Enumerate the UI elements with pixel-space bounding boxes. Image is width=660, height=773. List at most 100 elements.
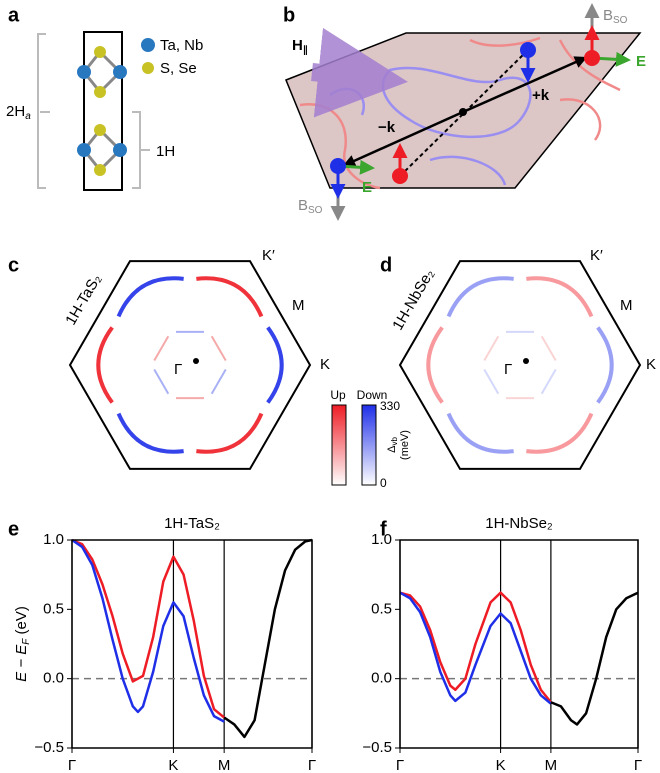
y-axis-label: E − EF (eV): [13, 606, 32, 682]
y-tick-label: 1.0: [43, 531, 64, 548]
fermi-contour: [96, 326, 114, 404]
b-label: BSO: [603, 7, 628, 26]
x-tick-label: Γ: [68, 757, 76, 773]
fermi-contour: [116, 276, 184, 318]
fermi-contour: [540, 368, 557, 395]
e-label: E: [362, 179, 372, 196]
band-line: [71, 538, 225, 719]
stack-label: 2Ha: [6, 103, 31, 122]
fermi-contour: [196, 412, 264, 454]
stack-label-main: 2H: [6, 103, 25, 120]
y-label-sub: F: [21, 638, 32, 645]
point-label: K′: [590, 247, 603, 264]
colorbar-label: Up: [330, 388, 346, 402]
b-label-sub: SO: [613, 15, 628, 26]
fermi-contour: [153, 368, 170, 395]
fermi-contour: [153, 335, 170, 362]
fermi-contour: [196, 276, 264, 318]
fermi-contour: [526, 276, 594, 318]
hex-title: 1H-TaS₂: [62, 271, 105, 328]
y-tick-label: 0.5: [43, 600, 64, 617]
fermi-contour: [446, 276, 514, 318]
y-label-unit: (eV): [13, 606, 30, 639]
y-tick-label: −0.5: [34, 739, 64, 756]
fermi-contour: [483, 368, 500, 395]
point-label: K′: [262, 247, 275, 264]
chart-title: 1H-TaS₂: [164, 515, 220, 532]
fermi-contour: [210, 335, 227, 362]
band-line: [71, 538, 225, 723]
plot-frame: [399, 539, 639, 749]
point-label: K: [320, 356, 330, 373]
y-tick-label: 0.0: [371, 670, 392, 687]
x-tick-label: Γ: [634, 757, 642, 773]
gamma-point: [193, 358, 199, 364]
fermi-contour: [426, 326, 444, 404]
k-label: +k: [532, 87, 550, 104]
stack-label-sub: a: [25, 111, 31, 122]
y-tick-label: 0.0: [43, 670, 64, 687]
y-tick-label: −0.5: [362, 739, 392, 756]
panel-label: a: [8, 4, 20, 26]
panel-label: e: [8, 518, 19, 540]
point-label: K: [646, 356, 656, 373]
legend-label: S, Se: [160, 60, 197, 77]
colorbar-tick: 0: [380, 476, 387, 490]
fermi-contour: [266, 326, 284, 404]
field-label: H∥: [292, 37, 308, 56]
colorbar-quantity: Δvb: [386, 437, 399, 453]
fermi-surfaces: [68, 260, 642, 470]
panel-label: f: [380, 518, 387, 540]
x-tick-label: K: [496, 757, 506, 773]
k-label: −k: [378, 119, 396, 136]
x-tick-label: K: [168, 757, 178, 773]
colorbar-unit: (meV): [399, 430, 411, 460]
quantity-sub: vb: [390, 437, 399, 446]
y-label-main: E − E: [13, 644, 30, 682]
point-label: M: [620, 297, 633, 314]
fermi-contour: [526, 412, 594, 454]
hex-title: 1H-NbSe₂: [389, 266, 438, 333]
quantity-main: Δ: [386, 445, 398, 453]
band-line: [399, 591, 552, 705]
y-tick-label: 1.0: [371, 531, 392, 548]
colorbar: [331, 404, 377, 486]
brillouin-zone-diagram: [285, 3, 642, 221]
y-tick-label: 0.5: [371, 600, 392, 617]
colorbar-label: Down: [357, 388, 388, 402]
b-label-main: B: [603, 7, 613, 24]
fermi-contour: [116, 412, 184, 454]
hexagon: [398, 260, 642, 470]
legend-label: Ta, Nb: [160, 37, 203, 54]
b-label: BSO: [298, 197, 323, 216]
plot-frame: [71, 539, 313, 749]
x-tick-label: Γ: [308, 757, 316, 773]
hexagon: [68, 260, 312, 470]
point-label: M: [292, 297, 305, 314]
field-label-main: H: [292, 37, 303, 54]
e-label: E: [636, 53, 646, 70]
layer-label: 1H: [156, 143, 175, 160]
band-line: [550, 591, 639, 726]
point-label: Γ: [504, 361, 512, 378]
point-label: Γ: [174, 361, 182, 378]
field-label-sub: ∥: [303, 45, 308, 56]
fermi-contour: [540, 335, 557, 362]
panel-label: b: [283, 4, 295, 26]
panel-label: d: [380, 254, 392, 276]
chart-title: 1H-NbSe₂: [485, 515, 553, 532]
x-tick-label: M: [545, 757, 558, 773]
gamma-point: [523, 358, 529, 364]
fermi-contour: [210, 368, 227, 395]
b-label-sub: SO: [308, 205, 323, 216]
fermi-contour: [596, 326, 614, 404]
colorbar-tick: 330: [380, 399, 400, 413]
panel-label: c: [8, 254, 19, 276]
band-line: [399, 591, 552, 704]
crystal-structure: [37, 31, 155, 191]
x-tick-label: Γ: [396, 757, 404, 773]
b-label-main: B: [298, 197, 308, 214]
band-line: [223, 538, 313, 739]
fermi-contour: [483, 335, 500, 362]
